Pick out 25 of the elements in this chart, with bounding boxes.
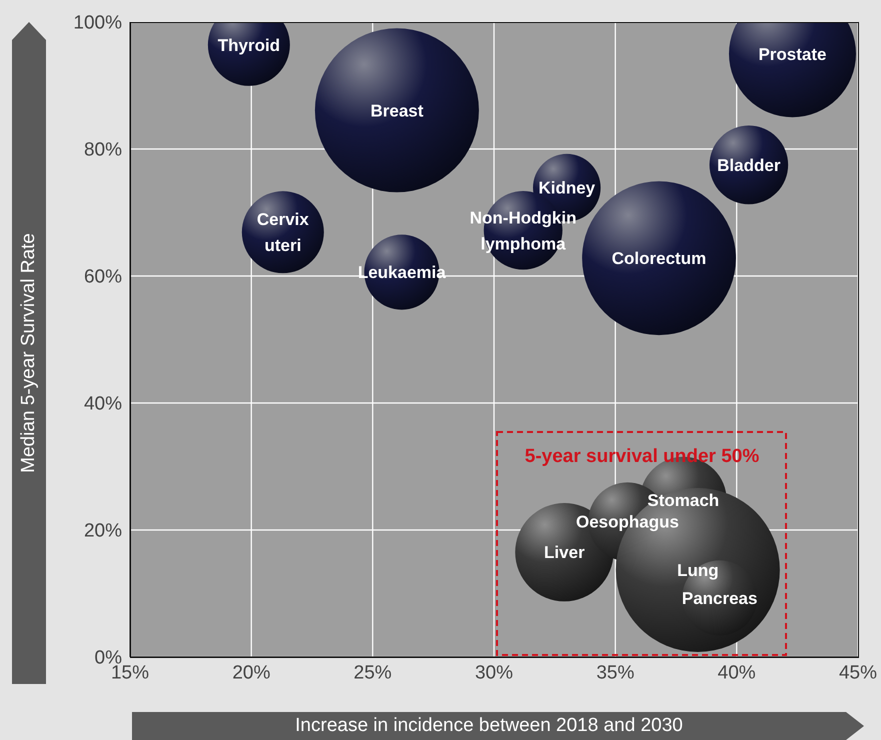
x-tick-label: 25% (354, 662, 392, 684)
x-tick-label: 20% (232, 662, 270, 684)
annotation: Breast (370, 100, 424, 120)
y-tick-label: 100% (73, 12, 122, 34)
x-tick-label: 45% (838, 662, 878, 684)
annotation: Lung (677, 560, 719, 580)
x-axis-title: Increase in incidence between 2018 and 2030 (294, 714, 684, 738)
x-tick-label: 35% (596, 662, 634, 684)
x-tick-label: 40% (718, 662, 756, 684)
annotation: Kidney (538, 178, 596, 198)
annotation: Bladder (717, 155, 781, 174)
annotation: Oesophagus (576, 512, 679, 532)
annotation: Pancreas (682, 588, 758, 608)
y-tick-label: 60% (84, 266, 122, 288)
annotation: Thyroid (218, 35, 280, 54)
x-tick-label: 30% (474, 662, 514, 684)
annotation: Liver (544, 542, 586, 562)
annotation: Stomach (647, 490, 720, 510)
y-axis-title: Median 5-year Survival Rate (18, 233, 40, 473)
annotation: Cervix uteri (256, 210, 310, 255)
annotation: Colorectum (612, 248, 706, 268)
annotation: Prostate (758, 44, 826, 64)
y-tick-label: 80% (84, 140, 122, 161)
y-tick-label: 20% (84, 520, 122, 542)
y-tick-label: 40% (84, 394, 122, 415)
